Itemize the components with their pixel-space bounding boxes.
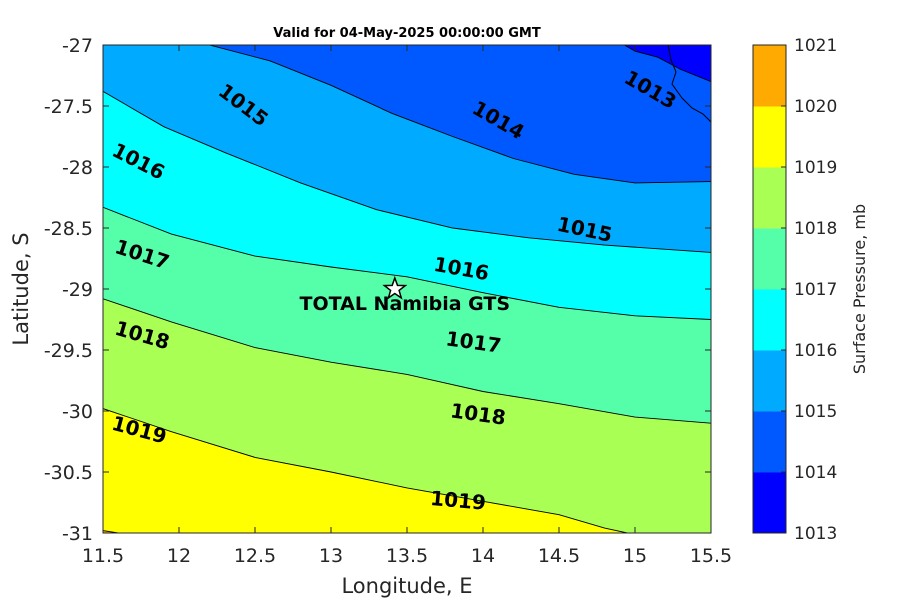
coastline [667,45,711,123]
x-axis-label: Longitude, E [341,574,472,598]
contour-line-1017 [103,298,711,424]
y-axis: -27 -27.5 -28 -28.5 -29 -29.5 -30 -30.5 -31 [44,35,711,545]
y-tick-label: -27.5 [44,96,93,118]
chart-title: Valid for 04-May-2025 00:00:00 GMT [273,26,541,41]
y-tick-label: -31 [62,523,93,545]
contour-line-1016 [103,206,711,320]
x-tick-label: 15 [623,545,647,567]
x-tick-label: 13.5 [386,545,428,567]
contour-lines [103,45,711,533]
x-tick-label: 13 [319,545,343,567]
colorbar-tick-label: 1017 [794,280,837,300]
colorbar-tick-label: 1021 [794,36,837,56]
x-tick-label: 15.5 [690,545,732,567]
contour-line-1014 [209,45,711,184]
colorbar-segment [753,228,786,290]
colorbar-tick-label: 1020 [794,97,837,117]
x-tick-label: 12 [167,545,191,567]
colorbar-label: Surface Pressure, mb [850,204,869,374]
colorbar-segment [753,167,786,229]
contour-label: 1019 [429,486,487,515]
pressure-fills [103,45,711,533]
y-axis-label: Latitude, S [9,232,33,345]
colorbar: 1013 1014 1015 1016 1017 1018 1019 1020 1021 [752,36,837,544]
site-marker: TOTAL Namibia GTS [300,275,511,315]
colorbar-tick-label: 1014 [794,463,837,483]
site-star-icon [382,275,408,300]
contour-line-1018 [103,408,628,533]
colorbar-tick-label: 1015 [794,402,837,422]
colorbar-segment [753,472,786,534]
colorbar-tick-label: 1013 [794,524,837,544]
colorbar-segment [753,289,786,351]
colorbar-segment [753,350,786,412]
y-tick-label: -30.5 [44,462,93,484]
colorbar-segment [753,106,786,168]
colorbar-tick-label: 1018 [794,219,837,239]
x-tick-label: 11.5 [82,545,124,567]
contour-line-1015 [103,91,711,253]
colorbar-tick-label: 1016 [794,341,837,361]
y-tick-label: -29 [62,279,93,301]
x-tick-label: 14 [471,545,495,567]
colorbar-segment [753,45,786,107]
y-tick-label: -27 [62,35,93,57]
y-tick-label: -29.5 [44,340,93,362]
x-axis: 11.5 12 12.5 13 13.5 14 14.5 15 15.5 [82,45,732,567]
fill-region-1018 [103,408,628,533]
y-tick-label: -28 [62,157,93,179]
plot-area: 1013101410151015101610161017101710181018… [102,44,712,534]
y-tick-label: -30 [62,401,93,423]
site-label: TOTAL Namibia GTS [300,293,511,315]
contour-line-1013 [624,45,711,83]
colorbar-segment [753,411,786,473]
x-tick-label: 14.5 [538,545,580,567]
coastline-path [667,45,711,123]
x-tick-label: 12.5 [234,545,276,567]
y-tick-label: -28.5 [44,218,93,240]
colorbar-tick-label: 1019 [794,158,837,178]
